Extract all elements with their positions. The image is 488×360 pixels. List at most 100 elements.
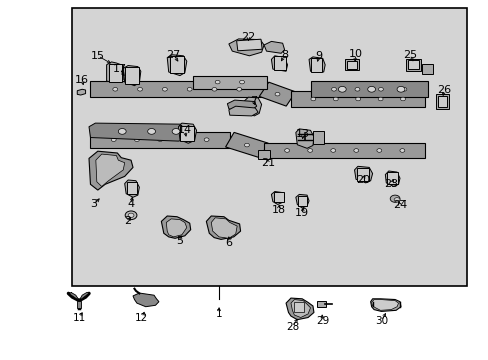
Circle shape bbox=[147, 129, 155, 134]
Polygon shape bbox=[166, 219, 186, 237]
Text: 7: 7 bbox=[249, 96, 256, 106]
Circle shape bbox=[187, 87, 192, 91]
Bar bbox=[436, 94, 448, 109]
Polygon shape bbox=[285, 298, 313, 320]
Bar bbox=[294, 302, 304, 312]
Polygon shape bbox=[308, 57, 325, 72]
Text: 30: 30 bbox=[374, 316, 387, 326]
Polygon shape bbox=[178, 123, 196, 143]
Polygon shape bbox=[96, 154, 124, 186]
Text: 2: 2 bbox=[124, 216, 131, 226]
Polygon shape bbox=[259, 82, 295, 106]
Circle shape bbox=[125, 211, 137, 220]
Bar bbox=[317, 301, 325, 307]
Polygon shape bbox=[106, 62, 123, 82]
Text: 3: 3 bbox=[90, 199, 97, 210]
Polygon shape bbox=[90, 132, 229, 148]
Text: 12: 12 bbox=[135, 312, 148, 323]
Text: 23: 23 bbox=[384, 179, 397, 189]
Circle shape bbox=[134, 138, 139, 141]
Bar bbox=[437, 96, 446, 107]
Circle shape bbox=[307, 149, 312, 152]
Circle shape bbox=[157, 138, 162, 141]
Text: 21: 21 bbox=[261, 158, 274, 168]
Circle shape bbox=[338, 86, 346, 92]
Polygon shape bbox=[370, 299, 400, 311]
Circle shape bbox=[401, 87, 406, 91]
Text: 22: 22 bbox=[241, 32, 255, 42]
Bar bbox=[258, 150, 270, 158]
Polygon shape bbox=[77, 301, 81, 308]
Circle shape bbox=[162, 87, 167, 91]
Polygon shape bbox=[206, 216, 240, 239]
Circle shape bbox=[113, 87, 118, 91]
Bar bbox=[345, 59, 358, 70]
Circle shape bbox=[333, 97, 338, 101]
Circle shape bbox=[204, 138, 208, 141]
Bar bbox=[169, 56, 184, 73]
Circle shape bbox=[236, 87, 241, 91]
Polygon shape bbox=[124, 180, 139, 197]
Bar bbox=[72, 8, 466, 286]
Text: 20: 20 bbox=[355, 175, 369, 185]
Polygon shape bbox=[228, 39, 264, 56]
Circle shape bbox=[128, 213, 134, 217]
Circle shape bbox=[367, 86, 375, 92]
Polygon shape bbox=[161, 216, 190, 238]
Text: 29: 29 bbox=[315, 316, 329, 326]
Text: 4: 4 bbox=[127, 199, 134, 210]
Text: 17: 17 bbox=[113, 64, 126, 74]
Text: 6: 6 bbox=[225, 238, 232, 248]
Bar bbox=[313, 131, 324, 144]
Bar bbox=[346, 61, 357, 69]
Text: 18: 18 bbox=[271, 204, 285, 215]
Circle shape bbox=[355, 97, 360, 101]
Polygon shape bbox=[264, 143, 425, 158]
Polygon shape bbox=[264, 41, 284, 53]
Polygon shape bbox=[90, 81, 264, 97]
Text: 13: 13 bbox=[296, 129, 309, 139]
Polygon shape bbox=[354, 166, 372, 183]
Bar bbox=[297, 196, 306, 206]
Bar bbox=[273, 192, 283, 202]
Bar bbox=[405, 59, 420, 71]
Bar bbox=[180, 126, 193, 141]
Polygon shape bbox=[371, 300, 398, 310]
Circle shape bbox=[331, 87, 336, 91]
Text: 27: 27 bbox=[166, 50, 181, 60]
Polygon shape bbox=[133, 293, 159, 307]
Circle shape bbox=[284, 149, 289, 152]
Circle shape bbox=[137, 87, 142, 91]
Text: 16: 16 bbox=[75, 75, 89, 85]
Polygon shape bbox=[244, 97, 261, 116]
Polygon shape bbox=[89, 151, 133, 190]
Bar bbox=[311, 58, 322, 72]
Text: 14: 14 bbox=[178, 125, 191, 135]
Text: 1: 1 bbox=[215, 309, 222, 319]
Polygon shape bbox=[271, 192, 284, 204]
Text: 19: 19 bbox=[295, 208, 308, 218]
Circle shape bbox=[118, 129, 126, 134]
Text: 28: 28 bbox=[285, 322, 299, 332]
Polygon shape bbox=[77, 89, 85, 95]
Polygon shape bbox=[211, 218, 237, 238]
Polygon shape bbox=[167, 55, 186, 76]
Circle shape bbox=[399, 149, 404, 152]
Circle shape bbox=[400, 97, 405, 101]
Bar bbox=[407, 60, 418, 69]
Text: 24: 24 bbox=[392, 200, 407, 210]
Text: 8: 8 bbox=[281, 50, 287, 60]
Bar bbox=[236, 39, 262, 51]
Circle shape bbox=[377, 97, 382, 101]
Polygon shape bbox=[290, 300, 310, 318]
Circle shape bbox=[212, 87, 217, 91]
Circle shape bbox=[244, 143, 249, 147]
Circle shape bbox=[354, 87, 359, 91]
Bar bbox=[126, 181, 137, 194]
Circle shape bbox=[215, 80, 220, 84]
Polygon shape bbox=[68, 292, 89, 301]
Circle shape bbox=[378, 87, 383, 91]
Circle shape bbox=[353, 149, 358, 152]
Circle shape bbox=[310, 97, 315, 101]
Text: 9: 9 bbox=[315, 51, 322, 61]
